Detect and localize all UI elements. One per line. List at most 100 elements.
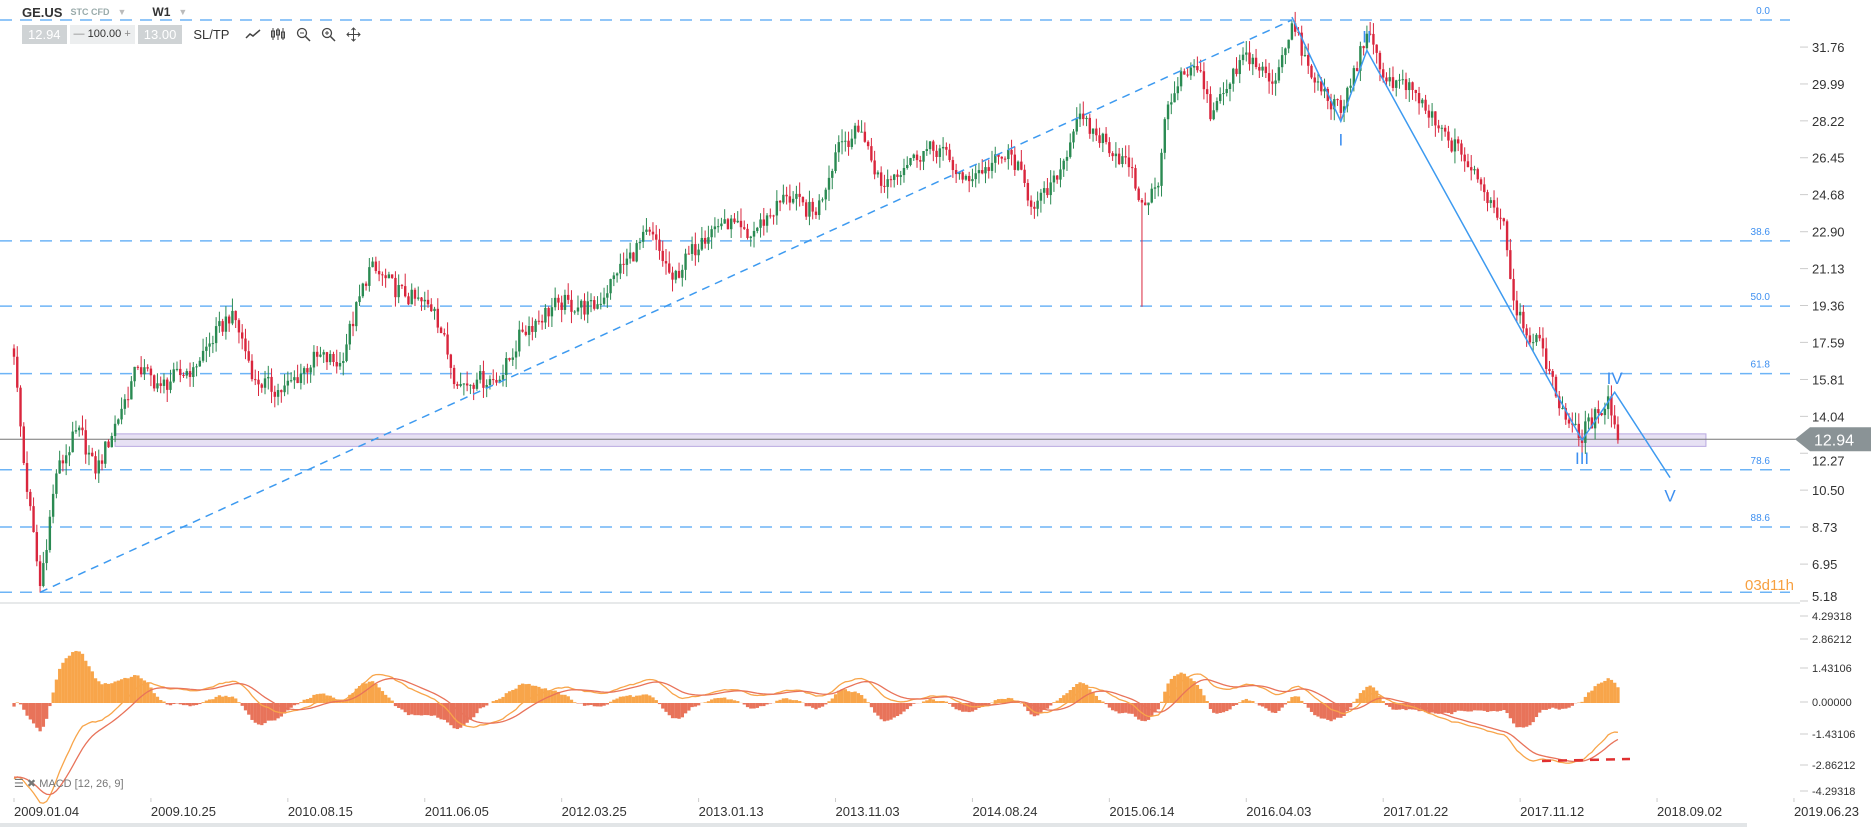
- macd-histogram-bar: [762, 703, 766, 707]
- candlestick-icon[interactable]: [267, 25, 289, 44]
- candle-body: [547, 308, 550, 317]
- candle-body: [534, 320, 537, 332]
- candle-body: [1395, 80, 1398, 88]
- candle: [74, 420, 78, 434]
- candle-body: [45, 549, 48, 564]
- macd-histogram-bar: [794, 700, 799, 703]
- macd-histogram-bar: [90, 671, 94, 703]
- macd-histogram-bar: [452, 703, 456, 729]
- candle-body: [586, 301, 589, 315]
- candle-body: [1091, 128, 1095, 134]
- macd-histogram-bar: [550, 690, 554, 703]
- candle: [358, 284, 361, 306]
- indicator-settings-icon[interactable]: ☰ ✖: [14, 778, 37, 790]
- symbol-label[interactable]: GE.US: [22, 4, 63, 20]
- candle: [205, 337, 208, 363]
- volume-stepper[interactable]: — 100.00 +: [69, 24, 135, 44]
- line-chart-icon[interactable]: [242, 25, 264, 44]
- candle: [1375, 44, 1378, 64]
- candle: [798, 182, 801, 207]
- candle-body: [540, 320, 544, 323]
- candle: [146, 364, 149, 372]
- crosshair-icon[interactable]: [342, 25, 364, 44]
- candle-body: [1430, 111, 1434, 118]
- macd-histogram-bar: [468, 703, 473, 720]
- volume-input[interactable]: 100.00: [87, 27, 122, 40]
- candle-body: [1300, 32, 1303, 56]
- candle-body: [1372, 33, 1375, 45]
- zoom-in-icon[interactable]: [317, 25, 339, 44]
- date-axis-label: 2017.11.12: [1520, 804, 1584, 819]
- candle: [306, 363, 309, 384]
- candle-body: [954, 170, 958, 175]
- candle-body: [179, 368, 182, 376]
- candle-body: [537, 320, 541, 322]
- fib-level-label: 78.6: [1751, 456, 1771, 467]
- macd-histogram-bar: [504, 693, 508, 703]
- sltp-button[interactable]: SL/TP: [193, 26, 230, 42]
- candle-body: [948, 149, 951, 161]
- macd-histogram-bar: [938, 701, 942, 703]
- candle-body: [818, 200, 821, 216]
- macd-histogram-bar: [729, 699, 733, 703]
- candle-body: [48, 516, 52, 550]
- macd-histogram-bar: [1342, 703, 1346, 716]
- timeframe-selector[interactable]: W1: [152, 5, 171, 19]
- candle-body: [1023, 169, 1026, 183]
- candle: [1170, 93, 1173, 115]
- macd-histogram-bar: [211, 699, 215, 703]
- candle-body: [736, 220, 739, 223]
- candle-body: [123, 399, 127, 409]
- candle: [648, 226, 651, 236]
- volume-minus[interactable]: —: [73, 27, 85, 40]
- macd-histogram-bar: [185, 703, 189, 706]
- candle: [19, 385, 22, 437]
- symbol-dropdown-icon[interactable]: ▼: [117, 7, 127, 17]
- macd-histogram-bar: [152, 693, 156, 703]
- candle-body: [1267, 73, 1271, 82]
- candle: [1088, 113, 1091, 139]
- candle: [1166, 101, 1170, 131]
- candle: [837, 135, 840, 162]
- sell-button[interactable]: 12.94: [22, 24, 67, 44]
- candle-body: [589, 300, 593, 302]
- candle: [1215, 97, 1219, 113]
- candle: [1300, 25, 1303, 66]
- candle-body: [1277, 67, 1281, 81]
- candle-body: [1202, 71, 1206, 90]
- candle-body: [788, 196, 792, 203]
- candle: [531, 317, 534, 341]
- candle-body: [1170, 102, 1173, 105]
- timeframe-dropdown-icon[interactable]: ▼: [178, 7, 188, 17]
- candle-body: [394, 277, 397, 298]
- candle: [495, 372, 498, 386]
- macd-histogram-bar: [876, 703, 880, 716]
- macd-histogram-bar: [139, 678, 143, 703]
- candle-body: [752, 230, 756, 237]
- candle-body: [638, 241, 642, 244]
- macd-histogram-bar: [993, 700, 997, 703]
- candle-body: [759, 219, 762, 228]
- macd-histogram-bar: [886, 703, 890, 721]
- macd-histogram-bar: [51, 692, 55, 703]
- macd-legend[interactable]: ☰ ✖ MACD [12, 26, 9]: [14, 777, 124, 790]
- candle-body: [1271, 81, 1274, 84]
- candle: [381, 271, 384, 286]
- candle: [1424, 94, 1427, 115]
- candle-body: [619, 263, 622, 274]
- horizontal-scrollbar[interactable]: [0, 823, 1747, 827]
- macd-histogram-bar: [957, 703, 962, 711]
- candle: [824, 187, 827, 211]
- candle: [1417, 86, 1421, 115]
- candle: [338, 351, 342, 370]
- volume-plus[interactable]: +: [124, 27, 131, 40]
- buy-button[interactable]: 13.00: [137, 24, 183, 44]
- candle-body: [286, 380, 290, 386]
- macd-histogram-bar: [710, 699, 714, 703]
- macd-histogram-bar: [1381, 701, 1385, 703]
- candle: [1427, 104, 1431, 128]
- zoom-out-icon[interactable]: [292, 25, 314, 44]
- macd-histogram-bar: [1290, 697, 1294, 703]
- candle-body: [371, 261, 374, 268]
